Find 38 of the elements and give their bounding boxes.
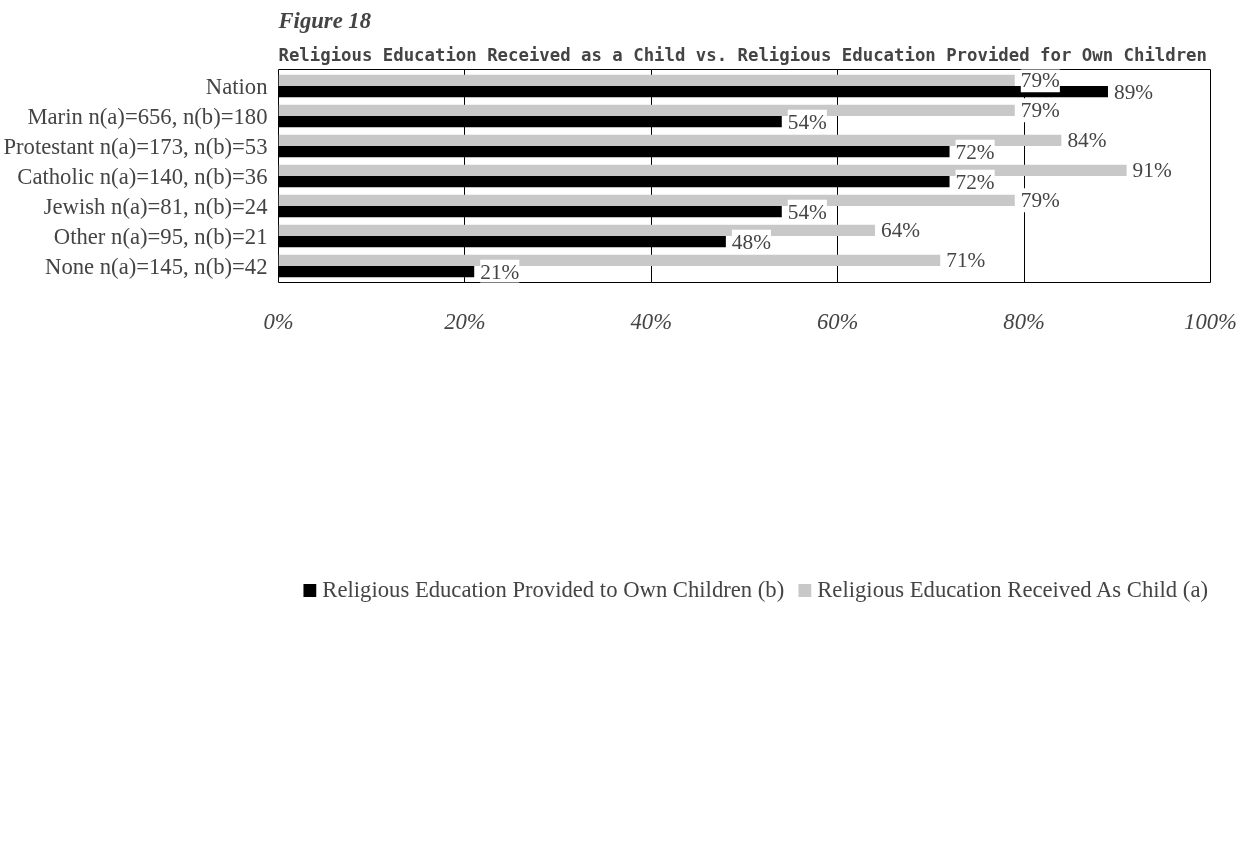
data-label: 89% [1113, 79, 1154, 104]
data-label: 64% [880, 218, 921, 243]
bar [278, 74, 1015, 86]
y-tick-label: None n(a)=145, n(b)=42 [45, 253, 268, 279]
data-label: 91% [1132, 158, 1172, 183]
y-tick-label: Marin n(a)=656, n(b)=180 [27, 103, 268, 129]
x-tick-label: 80% [1003, 308, 1045, 334]
x-tick-label: 20% [444, 308, 486, 334]
bar [278, 254, 941, 266]
data-label: 72% [955, 139, 995, 164]
y-tick-label: Nation [205, 73, 268, 99]
data-label: 79% [1020, 68, 1061, 93]
data-label: 84% [1067, 128, 1107, 153]
y-tick-label: Other n(a)=95, n(b)=21 [53, 223, 268, 249]
y-tick-label: Jewish n(a)=81, n(b)=24 [43, 193, 268, 219]
bar [278, 104, 1015, 116]
x-tick-label: 100% [1184, 308, 1237, 334]
data-label: 79% [1020, 188, 1061, 213]
x-tick-label: 0% [263, 308, 294, 334]
data-label: 21% [480, 259, 520, 284]
x-tick-label: 60% [816, 308, 859, 334]
data-label: 71% [946, 248, 986, 273]
y-tick-label: Protestant n(a)=173, n(b)=53 [3, 133, 268, 159]
legend-label: Religious Education Received As Child (a) [817, 577, 1208, 603]
caption: Figure 18 [277, 7, 372, 33]
data-label: 48% [731, 229, 772, 254]
bar [278, 194, 1015, 206]
bar [278, 134, 1062, 146]
data-label: 54% [787, 199, 828, 224]
chart-title: Religious Education Received as a Child vs. Religious Education Provided for Own Children [278, 44, 1207, 65]
data-label: 79% [1020, 98, 1061, 123]
data-label: 72% [955, 169, 995, 194]
data-label: 54% [787, 109, 828, 134]
legend-label: Religious Education Provided to Own Children (b) [322, 577, 785, 603]
y-tick-label: Catholic n(a)=140, n(b)=36 [17, 163, 268, 189]
bar [278, 224, 875, 236]
x-tick-label: 40% [630, 308, 673, 334]
bar [278, 164, 1127, 176]
